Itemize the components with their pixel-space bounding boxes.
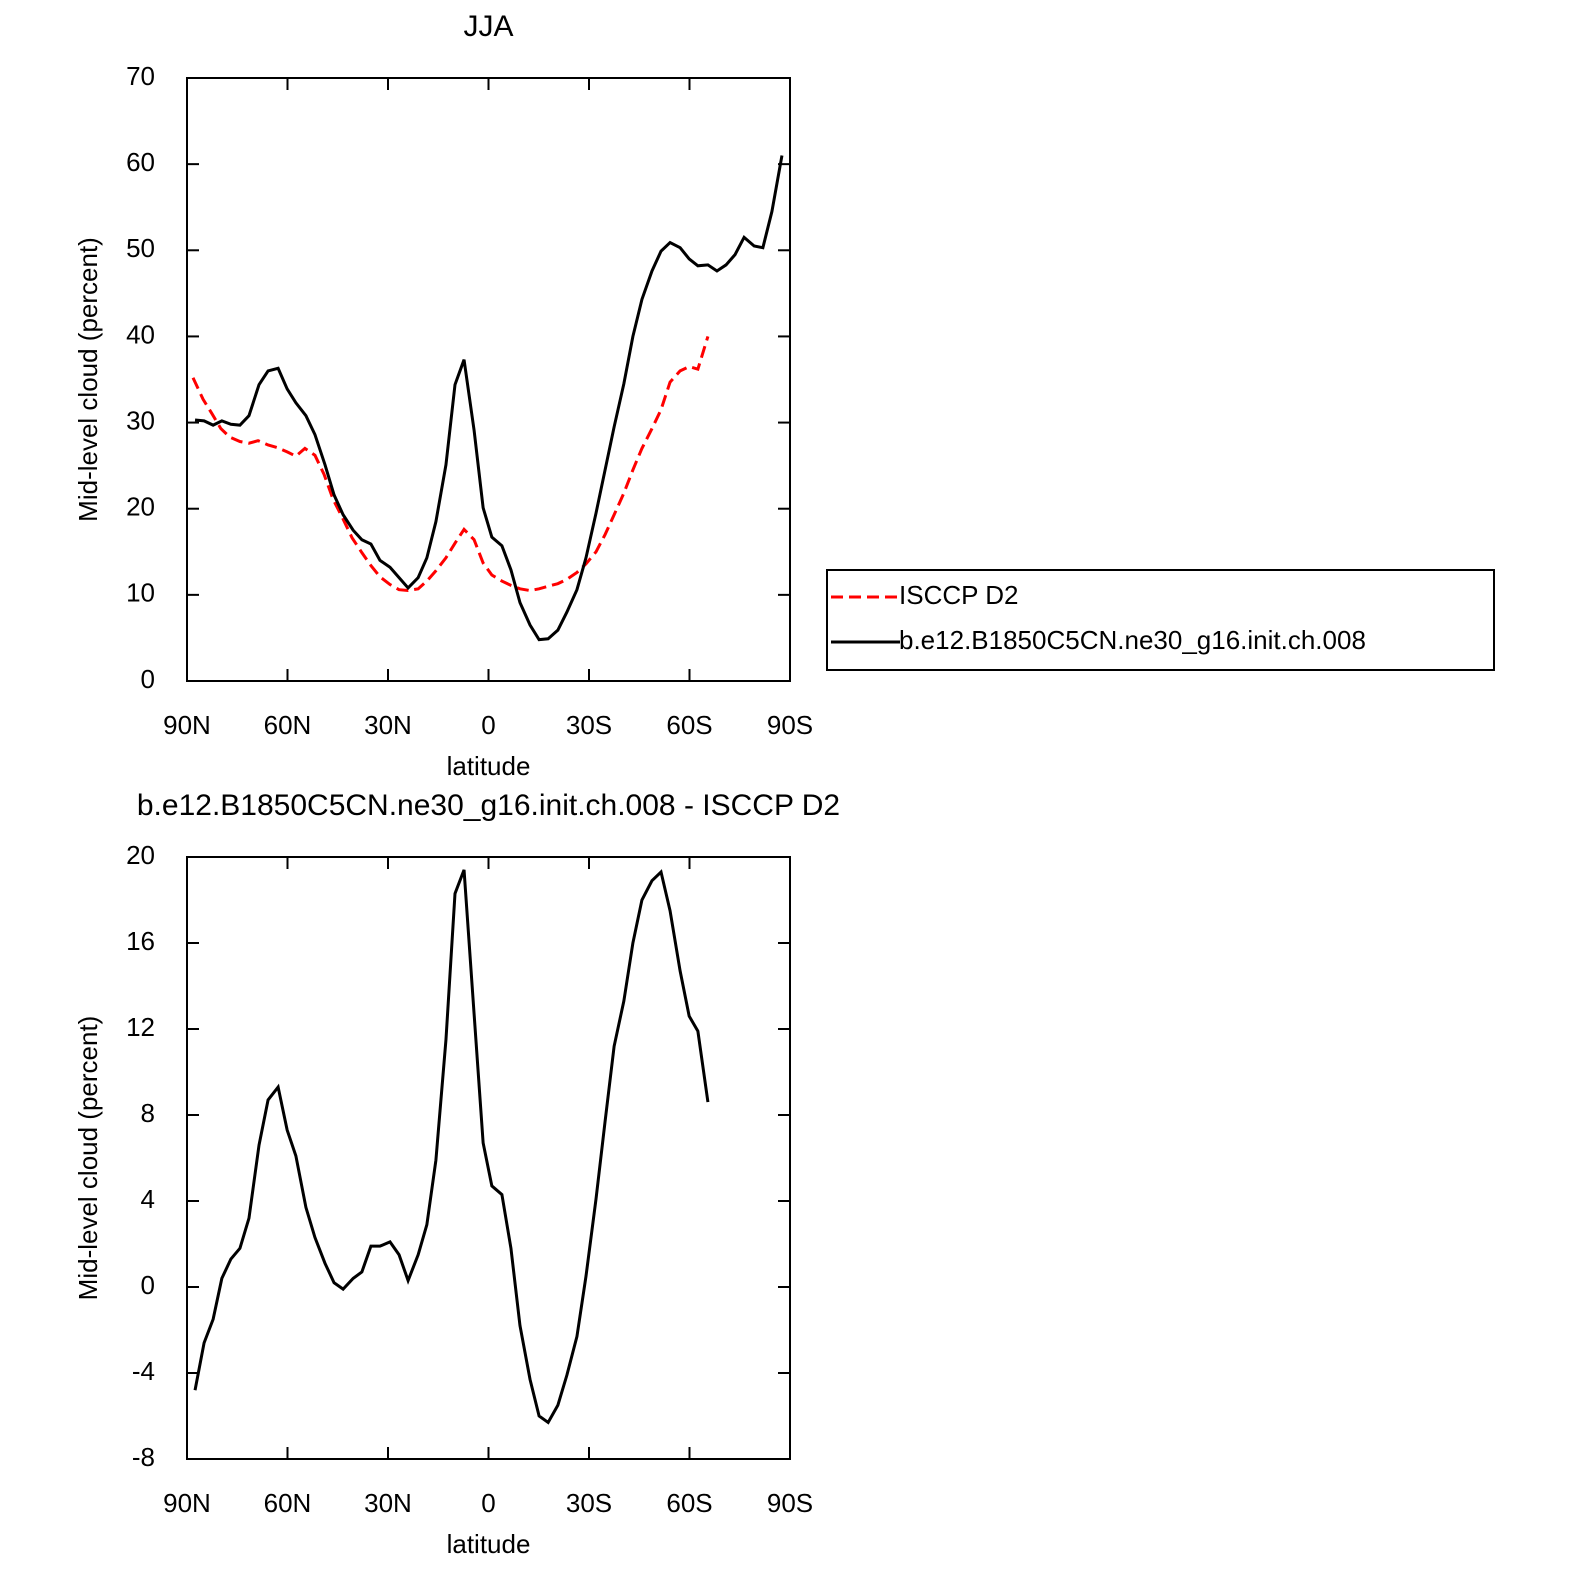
y-tick-label: -8	[132, 1442, 155, 1472]
y-tick-label: 4	[141, 1184, 155, 1214]
x-tick-label: 60S	[666, 1488, 712, 1518]
plot-frame	[186, 77, 791, 682]
y-tick-label: 8	[141, 1098, 155, 1128]
chart-title: b.e12.B1850C5CN.ne30_g16.init.ch.008 - I…	[137, 789, 840, 822]
y-axis-label: Mid-level cloud (percent)	[73, 1016, 103, 1301]
x-tick-label: 60S	[666, 710, 712, 740]
x-tick-label: 30N	[364, 710, 412, 740]
x-tick-label: 0	[481, 1488, 495, 1518]
y-tick-label: -4	[132, 1356, 155, 1386]
y-tick-label: 30	[126, 405, 155, 435]
x-tick-label: 60N	[264, 1488, 312, 1518]
y-tick-label: 40	[126, 319, 155, 349]
x-tick-label: 0	[481, 710, 495, 740]
y-tick-label: 0	[141, 664, 155, 694]
line-series	[194, 155, 784, 642]
x-tick-label: 30N	[364, 1488, 412, 1518]
x-tick-label: 90S	[767, 710, 813, 740]
y-tick-label: 70	[126, 61, 155, 91]
y-tick-label: 12	[126, 1012, 155, 1042]
y-tick-label: 20	[126, 840, 155, 870]
y-tick-label: 0	[141, 1270, 155, 1300]
y-tick-label: 20	[126, 492, 155, 522]
line-series	[193, 869, 710, 1425]
y-tick-label: 60	[126, 147, 155, 177]
y-tick-label: 10	[126, 578, 155, 608]
chart-title: JJA	[463, 10, 513, 43]
y-axis-label: Mid-level cloud (percent)	[73, 237, 103, 522]
legend-label: ISCCP D2	[899, 580, 1018, 610]
line-series	[191, 335, 710, 593]
legend-box	[826, 569, 1495, 671]
x-axis-label: latitude	[447, 751, 531, 781]
x-axis-label: latitude	[447, 1529, 531, 1559]
x-tick-label: 30S	[566, 710, 612, 740]
x-tick-label: 90N	[163, 710, 211, 740]
x-tick-label: 90S	[767, 1488, 813, 1518]
y-tick-label: 50	[126, 233, 155, 263]
x-tick-label: 30S	[566, 1488, 612, 1518]
x-tick-label: 60N	[264, 710, 312, 740]
y-tick-label: 16	[126, 926, 155, 956]
x-tick-label: 90N	[163, 1488, 211, 1518]
legend-label: b.e12.B1850C5CN.ne30_g16.init.ch.008	[899, 625, 1366, 655]
plot-frame	[186, 856, 791, 1460]
